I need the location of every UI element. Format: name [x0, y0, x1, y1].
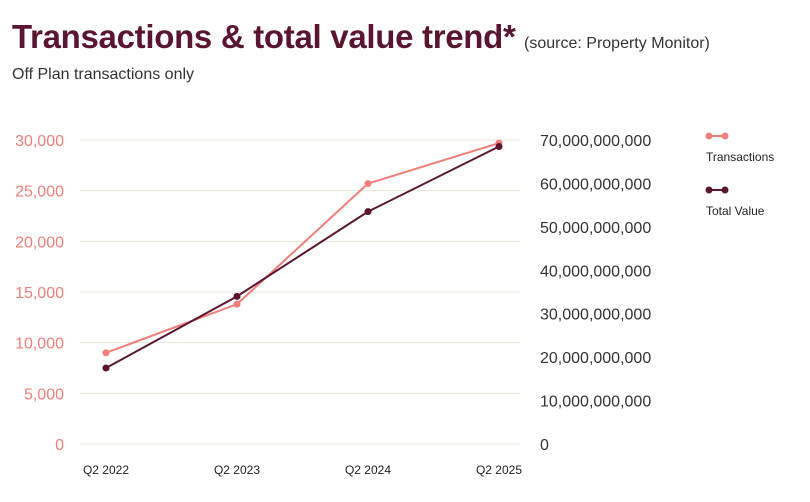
legend-marker: [705, 132, 713, 140]
legend-label: Total Value: [706, 204, 765, 218]
legend-marker: [721, 132, 729, 140]
left-axis-tick-label: 5,000: [24, 386, 64, 403]
chart-title-row: Transactions & total value trend* (sourc…: [12, 18, 710, 56]
data-point-transactions: [233, 300, 241, 308]
data-point-transactions: [364, 180, 372, 188]
right-axis-tick-label: 70,000,000,000: [540, 133, 651, 150]
right-axis-tick-label: 20,000,000,000: [540, 350, 651, 367]
legend-marker: [721, 186, 729, 194]
right-axis-tick-label: 40,000,000,000: [540, 263, 651, 280]
left-axis-tick-label: 10,000: [15, 336, 64, 353]
left-axis-tick-label: 20,000: [15, 234, 64, 251]
left-axis-tick-label: 15,000: [15, 285, 64, 302]
series-line-transactions: [105, 142, 500, 354]
right-axis-tick-label: 0: [540, 437, 549, 454]
x-axis-tick-label: Q2 2022: [83, 463, 129, 477]
series-line-total-value: [105, 145, 500, 369]
x-axis-tick-label: Q2 2025: [476, 463, 522, 477]
data-point-total-value: [495, 143, 503, 151]
data-point-transactions: [102, 349, 110, 357]
left-axis-tick-label: 0: [55, 437, 64, 454]
data-point-total-value: [102, 364, 110, 372]
right-axis-tick-label: 60,000,000,000: [540, 176, 651, 193]
legend-label: Transactions: [706, 150, 774, 164]
left-axis-tick-label: 25,000: [15, 184, 64, 201]
data-point-total-value: [364, 208, 372, 216]
right-axis-tick-label: 10,000,000,000: [540, 394, 651, 411]
left-axis-tick-label: 30,000: [15, 133, 64, 150]
right-axis-tick-label: 30,000,000,000: [540, 307, 651, 324]
right-axis-tick-label: 50,000,000,000: [540, 220, 651, 237]
legend-marker: [705, 186, 713, 194]
x-axis-tick-label: Q2 2024: [345, 463, 391, 477]
chart-source: (source: Property Monitor): [524, 35, 710, 52]
x-axis-tick-label: Q2 2023: [214, 463, 260, 477]
chart-title: Transactions & total value trend*: [12, 18, 516, 55]
chart-subtitle: Off Plan transactions only: [12, 66, 195, 83]
data-point-total-value: [233, 292, 241, 300]
